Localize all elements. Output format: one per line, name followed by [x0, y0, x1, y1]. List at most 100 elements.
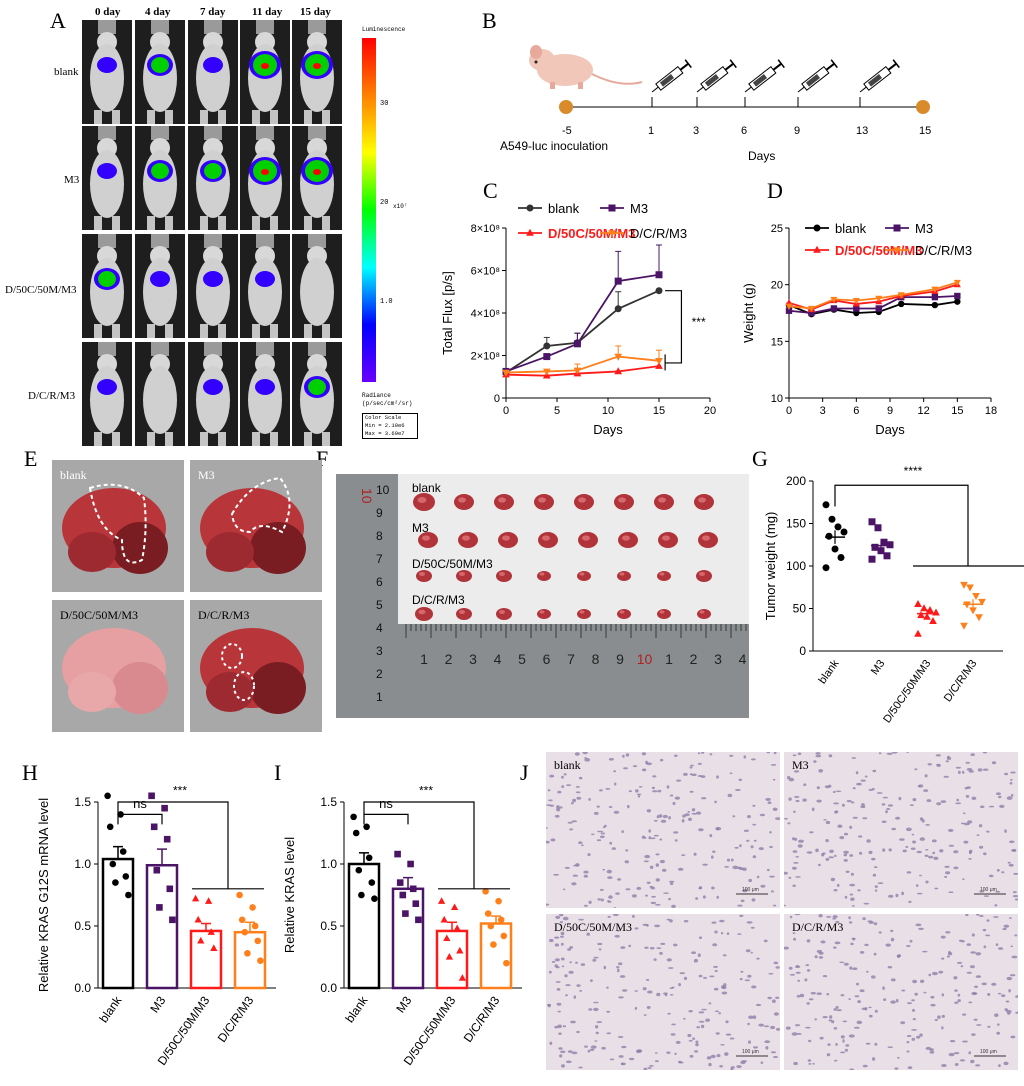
timeline-start-marker — [559, 100, 573, 114]
bar-group-1 — [145, 792, 179, 990]
mouse-image-tile — [292, 126, 342, 230]
tumor-sample — [577, 571, 591, 581]
x-tick-label: 6 — [853, 405, 859, 417]
mouse-image-tile — [240, 20, 290, 124]
mouse-image-tile — [292, 20, 342, 124]
data-point — [542, 368, 551, 376]
lung-photo-label: M3 — [198, 468, 215, 482]
y-tick-label: 0.0 — [74, 981, 91, 995]
data-point — [407, 860, 414, 868]
data-point — [926, 606, 934, 613]
legend-label: D/C/R/M3 — [915, 243, 972, 258]
color-scale-max: Max = 3.69e7 — [365, 430, 405, 437]
data-point — [371, 895, 378, 903]
data-point — [834, 523, 842, 531]
mouse-image-tile — [292, 234, 342, 338]
tumor-sample — [617, 571, 631, 581]
data-point — [914, 629, 922, 637]
ruler-left-number: 2 — [376, 667, 383, 681]
bar-group-2 — [189, 894, 223, 990]
y-tick-label: 100 — [786, 559, 806, 573]
data-point — [954, 292, 961, 300]
mouse-image-tile — [188, 342, 238, 446]
data-point — [807, 305, 815, 313]
group-3 — [960, 581, 986, 630]
tumor-sample — [456, 608, 472, 620]
chart-c-total-flux: 0 5 10 15 20 0 2×10⁸ 4×10⁸ 6×10⁸ 8×10⁸ Days Total F… — [440, 201, 716, 437]
tumor-sample — [696, 570, 712, 582]
legend-marker — [526, 204, 534, 212]
color-scale-min: Min = 2.10e6 — [365, 422, 405, 429]
data-point — [112, 879, 119, 886]
tumor-sample — [577, 609, 591, 619]
ruler-bottom-number: 6 — [543, 651, 551, 667]
y-tick-label: 10 — [771, 393, 783, 405]
data-point — [257, 957, 264, 965]
x-category-label: blank — [343, 993, 371, 1025]
x-category-label: M3 — [147, 993, 168, 1015]
legend-marker — [608, 230, 616, 238]
panel-b-timeline: -5 1 3 6 9 13 15 A549-luc inoculation Days — [500, 45, 931, 163]
timeline-day-label: -5 — [562, 125, 572, 137]
data-point — [975, 614, 983, 622]
data-point — [808, 309, 815, 317]
ruler-bottom-number: 4 — [494, 651, 502, 667]
colorbar-tick-10: 1.0 — [380, 298, 393, 306]
data-point — [482, 887, 489, 895]
y-tick-label: 0.0 — [320, 981, 337, 995]
data-point — [456, 946, 464, 954]
data-point — [363, 823, 370, 831]
panel-label-b: B — [482, 8, 497, 33]
data-point — [573, 340, 581, 348]
mouse-image-tile — [82, 126, 132, 230]
data-point — [960, 581, 968, 589]
ihc-image-tile: 100 μm M3 — [784, 752, 1018, 908]
data-point — [831, 545, 839, 553]
data-point — [822, 501, 830, 509]
y-tick-label: 1.0 — [74, 857, 91, 871]
data-point — [150, 823, 158, 831]
data-point — [614, 305, 622, 313]
mouse-image-tile — [292, 342, 342, 446]
data-point — [853, 305, 860, 312]
mouse-image-tile — [188, 234, 238, 338]
data-point — [655, 361, 663, 369]
data-point — [830, 296, 838, 304]
color-scale-title: Color Scale — [365, 414, 402, 421]
y-tick-label: 0.5 — [74, 919, 91, 933]
tumor-sample — [537, 609, 551, 619]
data-point — [830, 305, 838, 312]
chart-d-weight: 0 3 6 9 12 15 18 10 15 20 25 Days Weight (g) blank M3 D… — [741, 221, 997, 437]
data-point — [394, 850, 401, 858]
x-tick-label: 18 — [985, 405, 997, 417]
bar-group-3 — [479, 887, 513, 990]
mouse-image-tile — [135, 234, 185, 338]
x-tick-label: 10 — [602, 405, 614, 417]
tumor-row-label: D/50C/50M/M3 — [412, 557, 493, 571]
data-point — [917, 611, 925, 619]
data-point — [365, 854, 373, 862]
tumor-sample — [617, 609, 631, 619]
data-point — [837, 554, 845, 561]
ruler-bottom-number: 1 — [420, 651, 428, 667]
x-category-label: blank — [817, 657, 842, 686]
data-point — [443, 934, 451, 942]
data-point — [104, 792, 111, 800]
data-point — [244, 949, 251, 957]
group-label-blank: blank — [54, 66, 79, 78]
data-point — [148, 792, 155, 800]
data-point — [931, 293, 939, 301]
bar — [145, 863, 179, 990]
ruler-bottom-number: 10 — [637, 651, 653, 667]
mouse-image-tile — [240, 342, 290, 446]
legend-label: blank — [548, 201, 580, 216]
y-tick-label: 200 — [786, 474, 806, 488]
data-point — [161, 804, 168, 812]
data-point — [875, 295, 883, 303]
y-axis-label: Tumor weight (mg) — [763, 512, 778, 621]
data-point — [573, 367, 582, 375]
data-point — [122, 873, 130, 880]
data-point — [487, 922, 495, 930]
mouse-image-tile — [188, 20, 238, 124]
